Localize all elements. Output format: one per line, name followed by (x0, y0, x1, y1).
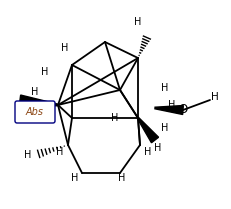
Text: H: H (31, 87, 39, 97)
Text: Abs: Abs (26, 107, 44, 117)
Text: H: H (161, 83, 168, 93)
Text: H: H (61, 43, 68, 53)
Polygon shape (137, 117, 158, 143)
Text: H: H (71, 173, 78, 183)
Text: O: O (178, 103, 187, 116)
Text: H: H (24, 150, 32, 160)
Text: H: H (111, 113, 118, 123)
Text: H: H (154, 143, 161, 153)
FancyBboxPatch shape (15, 101, 55, 123)
Text: H: H (167, 100, 175, 110)
Text: H: H (210, 92, 218, 102)
Polygon shape (19, 95, 58, 106)
Text: H: H (56, 147, 64, 157)
Text: H: H (118, 173, 125, 183)
Text: H: H (161, 123, 168, 133)
Text: H: H (144, 147, 151, 157)
Text: H: H (41, 67, 49, 77)
Text: H: H (134, 17, 141, 27)
Polygon shape (154, 106, 182, 115)
